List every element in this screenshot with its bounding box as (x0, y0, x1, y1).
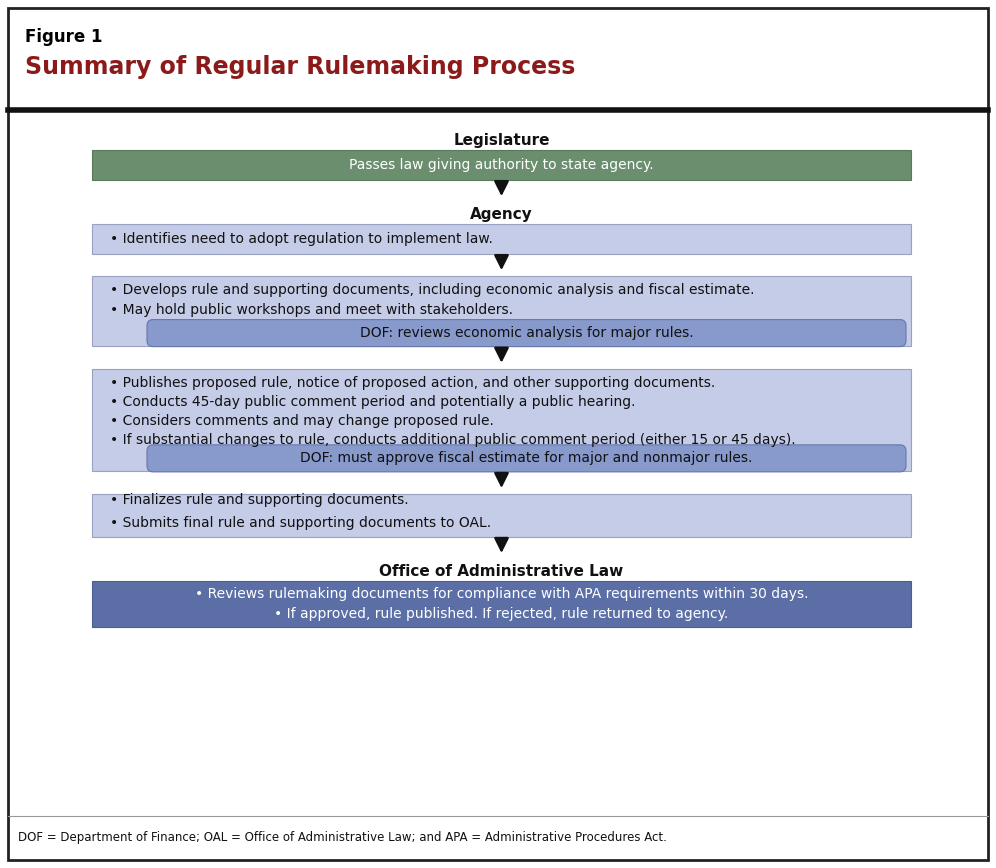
Bar (92, 494, 911, 536)
Text: Figure 1: Figure 1 (25, 28, 103, 46)
Bar (92, 581, 911, 627)
Text: Legislature: Legislature (453, 133, 550, 148)
Text: • Publishes proposed rule, notice of proposed action, and other supporting docum: • Publishes proposed rule, notice of pro… (110, 376, 796, 447)
Text: • Identifies need to adopt regulation to implement law.: • Identifies need to adopt regulation to… (110, 232, 493, 246)
Text: DOF = Department of Finance; OAL = Office of Administrative Law; and APA = Admin: DOF = Department of Finance; OAL = Offic… (18, 832, 667, 845)
Text: Summary of Regular Rulemaking Process: Summary of Regular Rulemaking Process (25, 55, 576, 79)
Text: • Develops rule and supporting documents, including economic analysis and fiscal: • Develops rule and supporting documents… (110, 283, 755, 317)
Text: Passes law giving authority to state agency.: Passes law giving authority to state age… (350, 158, 653, 172)
Text: DOF: must approve fiscal estimate for major and nonmajor rules.: DOF: must approve fiscal estimate for ma… (301, 451, 753, 465)
Bar (92, 150, 911, 180)
Text: Office of Administrative Law: Office of Administrative Law (379, 564, 623, 579)
Bar (92, 369, 911, 470)
Text: • Finalizes rule and supporting documents.
• Submits final rule and supporting d: • Finalizes rule and supporting document… (110, 493, 491, 529)
Text: DOF: reviews economic analysis for major rules.: DOF: reviews economic analysis for major… (360, 326, 693, 340)
FancyBboxPatch shape (147, 444, 906, 472)
FancyBboxPatch shape (147, 319, 906, 346)
Bar (92, 276, 911, 345)
Text: Agency: Agency (470, 207, 533, 222)
Bar (92, 224, 911, 254)
Text: • Reviews rulemaking documents for compliance with APA requirements within 30 da: • Reviews rulemaking documents for compl… (195, 587, 808, 621)
